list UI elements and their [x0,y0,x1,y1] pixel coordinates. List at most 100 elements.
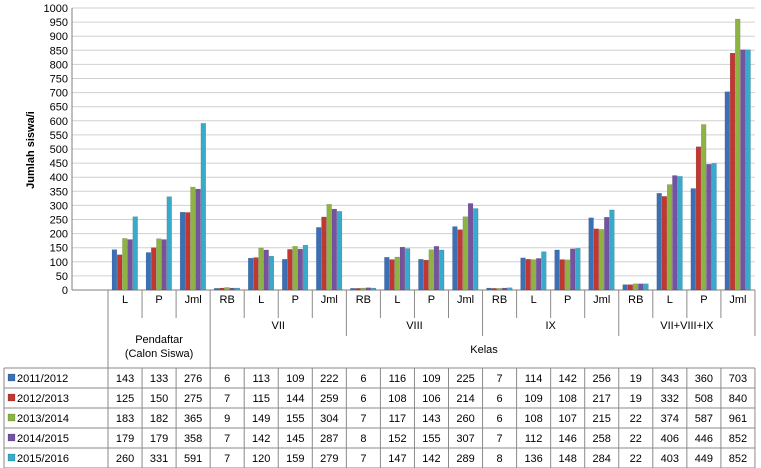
bar [672,175,678,291]
bar [161,239,167,291]
data-label: 365 [184,413,202,425]
category-label: P [700,294,707,306]
data-label: 276 [184,373,202,385]
bar [473,208,479,291]
data-label: 108 [558,393,576,405]
bar [179,211,186,291]
legend-label: 2013/2014 [17,413,69,425]
data-label: 852 [729,433,747,445]
bar [735,18,741,291]
bar [667,184,673,291]
category-label: RB [356,294,371,306]
data-label: 112 [525,433,543,445]
data-label: 256 [593,373,611,385]
bar [520,257,526,291]
data-label: 108 [524,413,542,425]
data-label: 587 [695,413,713,425]
bar [491,288,497,291]
data-label: 117 [389,413,407,425]
data-label: 215 [593,413,611,425]
data-label: 114 [525,373,543,385]
y-tick-label: 800 [50,59,68,71]
data-label: 852 [729,453,747,465]
bar [127,239,133,291]
y-tick-label: 600 [50,116,68,128]
bar [316,227,322,291]
data-label: 6 [360,393,366,405]
data-label: 374 [661,413,679,425]
data-label: 125 [116,393,134,405]
y-tick-label: 700 [50,88,68,100]
y-tick-label: 200 [50,229,68,241]
bar [166,196,172,291]
bar [627,284,633,291]
data-label: 6 [360,373,366,385]
data-label: 275 [184,393,202,405]
bar [350,288,356,291]
bar [405,248,411,291]
data-label: 7 [360,413,366,425]
data-label: 106 [422,393,440,405]
bar [263,249,269,291]
y-tick-label: 50 [56,271,68,283]
bar [287,249,293,291]
data-label: 155 [286,413,304,425]
data-label: 120 [252,453,270,465]
bar [200,123,206,291]
bar [690,188,696,291]
data-label: 22 [630,433,642,445]
data-label: 19 [630,393,642,405]
data-label: 136 [524,453,542,465]
bar [282,259,288,291]
data-label: 446 [695,433,713,445]
category-label: L [122,294,128,306]
bars [111,18,751,291]
bar [292,246,298,291]
data-label: 8 [497,453,503,465]
bar [117,254,123,291]
data-label: 406 [661,433,679,445]
legend-label: 2011/2012 [17,373,68,385]
data-label: 142 [422,453,440,465]
bar [433,246,440,291]
data-label: 703 [729,373,747,385]
y-tick-label: 1000 [44,3,68,15]
bar [564,259,571,291]
data-label: 133 [150,373,168,385]
data-label: 7 [224,433,230,445]
bar [609,209,615,291]
bar [501,287,508,291]
group-label: Pendaftar [135,334,183,346]
category-label: Jml [593,294,610,306]
data-label: 146 [558,433,576,445]
bar [462,216,468,291]
bar [711,163,717,291]
bar [452,226,458,291]
data-label: 287 [320,433,338,445]
bar [486,287,492,291]
bar [355,288,361,291]
bar [570,248,576,291]
data-label: 6 [497,393,503,405]
data-label: 143 [116,373,134,385]
category-label: Jml [321,294,338,306]
bar [195,188,201,291]
category-label: RB [628,294,643,306]
data-label: 19 [630,373,642,385]
data-label: 6 [224,373,230,385]
bar [588,217,594,291]
bar [541,251,547,291]
y-tick-label: 100 [50,257,68,269]
data-label: 260 [116,453,134,465]
y-axis-label: Jumlah siswa/i [25,111,37,189]
legend-key [7,413,16,422]
y-tick-label: 450 [50,158,68,170]
bar [740,49,746,291]
bar [365,287,371,291]
data-label: 260 [456,413,474,425]
data-label: 304 [320,413,338,425]
data-label: 217 [593,393,611,405]
data-label: 343 [661,373,679,385]
bar [622,284,628,291]
